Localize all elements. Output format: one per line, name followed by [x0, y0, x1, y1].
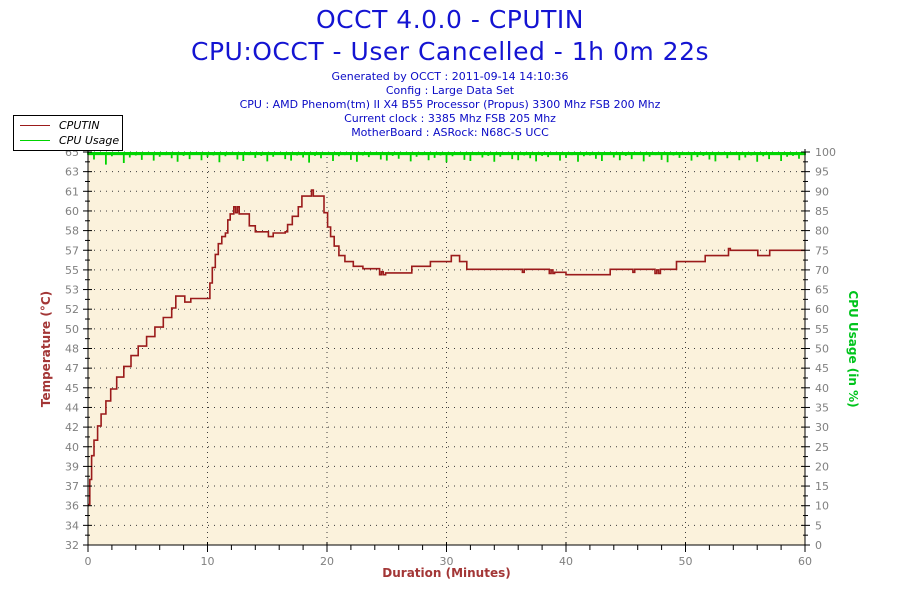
right-tick-label: 35 [815, 401, 829, 414]
header-motherboard: MotherBoard : ASRock: N68C-S UCC [351, 126, 549, 139]
x-tick-label: 40 [559, 555, 573, 568]
page-subtitle: CPU:OCCT - User Cancelled - 1h 0m 22s [191, 37, 709, 66]
legend-item-cputin: CPUTIN [20, 119, 116, 132]
left-tick-label: 42 [65, 421, 79, 434]
left-tick-label: 57 [65, 244, 79, 257]
left-tick-label: 63 [65, 166, 79, 179]
left-tick-label: 45 [65, 382, 79, 395]
right-tick-label: 60 [815, 303, 829, 316]
page-title: OCCT 4.0.0 - CPUTIN [315, 5, 584, 34]
header-generated-by: Generated by OCCT : 2011-09-14 14:10:36 [331, 70, 569, 83]
right-tick-label: 90 [815, 185, 829, 198]
cpu-usage-line-swatch [20, 139, 50, 141]
plot-background [88, 152, 805, 545]
left-tick-label: 52 [65, 303, 79, 316]
right-tick-label: 0 [815, 539, 822, 552]
x-tick-label: 30 [440, 555, 454, 568]
right-tick-label: 80 [815, 225, 829, 238]
left-tick-label: 61 [65, 185, 79, 198]
left-tick-label: 60 [65, 205, 79, 218]
left-tick-label: 44 [65, 401, 79, 414]
left-axis-title: Temperature (°C) [39, 290, 53, 408]
right-tick-label: 50 [815, 343, 829, 356]
right-tick-label: 95 [815, 166, 829, 179]
right-tick-label: 25 [815, 441, 829, 454]
x-tick-label: 20 [320, 555, 334, 568]
left-tick-label: 39 [65, 460, 79, 473]
x-tick-label: 0 [85, 555, 92, 568]
header-cpu-info: CPU : AMD Phenom(tm) II X4 B55 Processor… [239, 98, 661, 111]
right-tick-label: 70 [815, 264, 829, 277]
x-tick-label: 10 [201, 555, 215, 568]
right-tick-label: 55 [815, 323, 829, 336]
right-tick-label: 40 [815, 382, 829, 395]
chart-legend: CPUTIN CPU Usage [13, 115, 123, 151]
x-axis-title: Duration (Minutes) [382, 566, 511, 580]
right-tick-label: 5 [815, 519, 822, 532]
cputin-line-swatch [20, 125, 50, 127]
left-tick-label: 32 [65, 539, 79, 552]
right-tick-label: 10 [815, 500, 829, 513]
left-tick-label: 48 [65, 343, 79, 356]
header-current-clock: Current clock : 3385 Mhz FSB 205 Mhz [344, 112, 556, 125]
right-tick-label: 45 [815, 362, 829, 375]
right-tick-label: 20 [815, 460, 829, 473]
left-tick-label: 40 [65, 441, 79, 454]
left-tick-label: 55 [65, 264, 79, 277]
left-tick-label: 50 [65, 323, 79, 336]
header-config: Config : Large Data Set [385, 84, 515, 97]
left-tick-label: 58 [65, 225, 79, 238]
x-tick-label: 50 [679, 555, 693, 568]
right-tick-label: 65 [815, 284, 829, 297]
left-tick-label: 47 [65, 362, 79, 375]
left-tick-label: 37 [65, 480, 79, 493]
right-axis-title: CPU Usage (in %) [846, 290, 860, 408]
legend-label-cputin: CPUTIN [59, 119, 100, 133]
right-tick-label: 100 [815, 146, 836, 159]
right-tick-label: 30 [815, 421, 829, 434]
legend-label-cpu-usage: CPU Usage [59, 133, 120, 147]
x-tick-label: 60 [798, 555, 812, 568]
left-tick-label: 34 [65, 519, 79, 532]
cputin-series [88, 189, 805, 506]
right-tick-label: 15 [815, 480, 829, 493]
right-tick-label: 85 [815, 205, 829, 218]
legend-item-cpu-usage: CPU Usage [20, 133, 120, 147]
right-tick-label: 75 [815, 244, 829, 257]
left-tick-label: 53 [65, 284, 79, 297]
left-tick-label: 36 [65, 500, 79, 513]
